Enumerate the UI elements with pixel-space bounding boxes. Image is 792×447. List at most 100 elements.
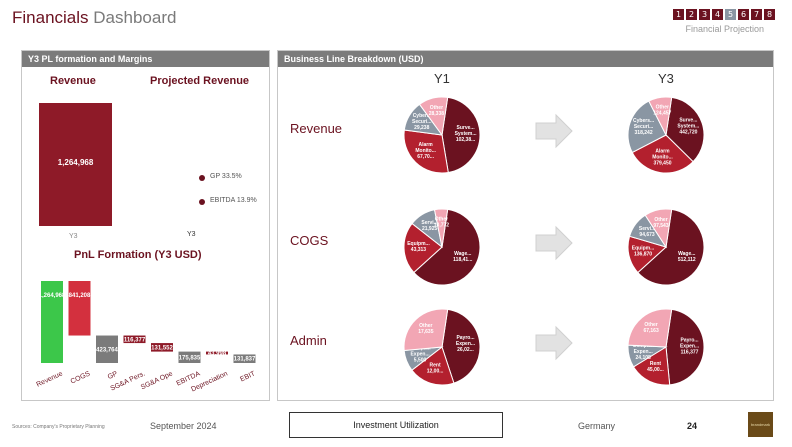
pie-slice-revenue-y3-0 <box>665 96 705 163</box>
company-logo: brandmark <box>748 412 773 437</box>
pie-label-cogs-y1-3: Other 10,772 <box>434 216 450 228</box>
footer-date: September 2024 <box>150 421 217 431</box>
waterfall-value-7: 131,837 <box>234 357 256 363</box>
pie-label-admin-y3-1: Rent 45,00... <box>647 361 664 373</box>
pie-label-admin-y1-3: Other 17,635 <box>418 323 434 335</box>
pie-label-revenue-y1-3: Other 28,338 <box>429 105 445 117</box>
pie-label-admin-y1-1: Rent 12,00... <box>427 363 444 375</box>
arrow-icon <box>535 113 573 149</box>
pie-slice-revenue-y1-0 <box>441 96 481 174</box>
nav-page-7[interactable]: 7 <box>751 9 762 20</box>
waterfall-bar-4 <box>151 343 173 352</box>
waterfall-label-2: GP <box>107 370 119 381</box>
waterfall-value-2: 423,764 <box>96 347 118 353</box>
waterfall-bar-7 <box>233 354 256 363</box>
pie-label-revenue-y1-0: Surve... System... 102,38... <box>455 125 478 143</box>
ebitda-margin-dot <box>199 199 205 205</box>
projected-revenue-heading: Projected Revenue <box>150 75 250 87</box>
row-label-2: Admin <box>290 333 327 348</box>
footer-source: Sources: Company's Proprietary Planning <box>12 424 105 430</box>
nav-page-2[interactable]: 2 <box>686 9 697 20</box>
gp-margin-label: GP 33.5% <box>210 173 242 180</box>
revenue-bar <box>39 103 112 226</box>
company-logo-text: brandmark <box>750 422 771 427</box>
footer-country: Germany <box>578 421 616 431</box>
pie-label-revenue-y1-2: Cyber... Securi... 29,238 <box>412 113 432 131</box>
pie-slice-admin-y3-3 <box>627 308 673 348</box>
waterfall-bar-6 <box>206 351 228 355</box>
pie-label-revenue-y3-1: Alarm Monito... 379,450 <box>652 148 673 166</box>
col-label-y1: Y1 <box>434 71 450 86</box>
waterfall-value-3: 116,377 <box>124 337 146 343</box>
pie-slice-revenue-y3-1 <box>631 134 694 174</box>
arrow-icon <box>535 325 573 361</box>
waterfall-value-6: 43,998 <box>208 351 227 357</box>
pie-slice-cogs-y1-3 <box>433 208 449 248</box>
pie-label-revenue-y1-1: Alarm Monito... 67,70... <box>415 142 436 160</box>
nav-page-1[interactable]: 1 <box>673 9 684 20</box>
pie-label-revenue-y3-3: Other 124,457 <box>653 105 671 117</box>
waterfall-bar-0 <box>41 281 63 363</box>
pl-margins-panel-title: Y3 PL formation and Margins <box>22 51 269 67</box>
pie-slice-cogs-y3-0 <box>637 208 705 286</box>
waterfall-label-7: EBIT <box>239 370 257 383</box>
projected-axis-label: Y3 <box>187 231 196 238</box>
pie-label-cogs-y3-0: Wage... 512,112 <box>678 251 696 263</box>
pie-slice-cogs-y1-0 <box>413 208 481 286</box>
nav-page-8[interactable]: 8 <box>764 9 775 20</box>
arrow-icon <box>535 225 573 261</box>
pie-slice-admin-y1-3 <box>403 308 449 351</box>
pie-label-cogs-y3-2: Servi... 94,673 <box>639 226 656 238</box>
section-label: Financial Projection <box>685 24 764 34</box>
pie-label-cogs-y1-2: Servi... 21,925 <box>421 220 438 232</box>
waterfall-label-1: COGS <box>70 370 92 385</box>
waterfall-bar-1 <box>68 281 91 336</box>
revenue-heading: Revenue <box>50 75 96 87</box>
nav-page-5[interactable]: 5 <box>725 9 736 20</box>
pie-label-admin-y3-3: Other 67,163 <box>643 322 659 334</box>
business-line-panel: Business Line Breakdown (USD) Y1 Y3 Reve… <box>277 50 774 401</box>
ebitda-margin-label: EBITDA 13.9% <box>210 197 257 204</box>
pie-slice-cogs-y1-1 <box>403 222 443 274</box>
page-title-main: Financials <box>12 8 89 27</box>
pie-slice-revenue-y3-2 <box>627 100 667 154</box>
gp-margin-dot <box>199 175 205 181</box>
business-line-pies: Revenue Surve... System... 102,38... Alarm Mo… <box>290 96 705 386</box>
nav-page-6[interactable]: 6 <box>738 9 749 20</box>
row-label-1: COGS <box>290 233 329 248</box>
waterfall-value-0: 1,264,968 <box>39 293 66 299</box>
pie-label-cogs-y3-3: Other 97,543 <box>653 217 669 229</box>
pie-slice-revenue-y1-3 <box>418 96 449 137</box>
waterfall-bar-3 <box>123 335 146 344</box>
pie-label-cogs-y1-0: Wage... 118,41... <box>453 251 473 263</box>
pnl-heading: PnL Formation (Y3 USD) <box>74 249 202 261</box>
pie-slice-revenue-y1-1 <box>403 129 449 174</box>
page-title-sub: Dashboard <box>93 8 177 27</box>
page-number: 24 <box>687 421 698 431</box>
page-title: Financials Dashboard <box>12 8 176 28</box>
waterfall-bar-5 <box>178 351 201 363</box>
col-label-y3: Y3 <box>658 71 674 86</box>
pie-label-admin-y3-0: Payro... Expen... 116,377 <box>680 338 700 356</box>
pie-slice-admin-y1-0 <box>441 308 481 384</box>
pie-slice-cogs-y3-3 <box>644 208 673 249</box>
pie-label-cogs-y1-1: Equipm... 43,313 <box>407 241 430 253</box>
pie-slice-admin-y3-1 <box>632 346 671 386</box>
waterfall-value-1: 841,208 <box>69 293 91 299</box>
pie-slice-admin-y3-0 <box>665 308 705 386</box>
nav-page-4[interactable]: 4 <box>712 9 723 20</box>
footer-section-box: Investment Utilization <box>289 412 503 438</box>
waterfall-value-5: 175,835 <box>179 355 201 361</box>
pie-label-revenue-y3-0: Surve... System... 442,720 <box>677 118 700 136</box>
waterfall-value-4: 131,552 <box>151 345 173 351</box>
row-label-0: Revenue <box>290 121 342 136</box>
pnl-waterfall-chart: 1,264,968 Revenue 841,208 COGS 423,764 GP 116,… <box>35 281 257 393</box>
pie-label-admin-y1-0: Payro... Expen... 26,02... <box>456 335 476 353</box>
pie-slice-admin-y1-1 <box>411 346 455 386</box>
waterfall-bar-2 <box>96 335 118 363</box>
revenue-axis-label: Y3 <box>69 233 78 240</box>
nav-page-3[interactable]: 3 <box>699 9 710 20</box>
pie-label-revenue-y3-2: Cybers... Securi... 318,242 <box>633 118 655 136</box>
revenue-bar-value: 1,264,968 <box>57 158 94 167</box>
